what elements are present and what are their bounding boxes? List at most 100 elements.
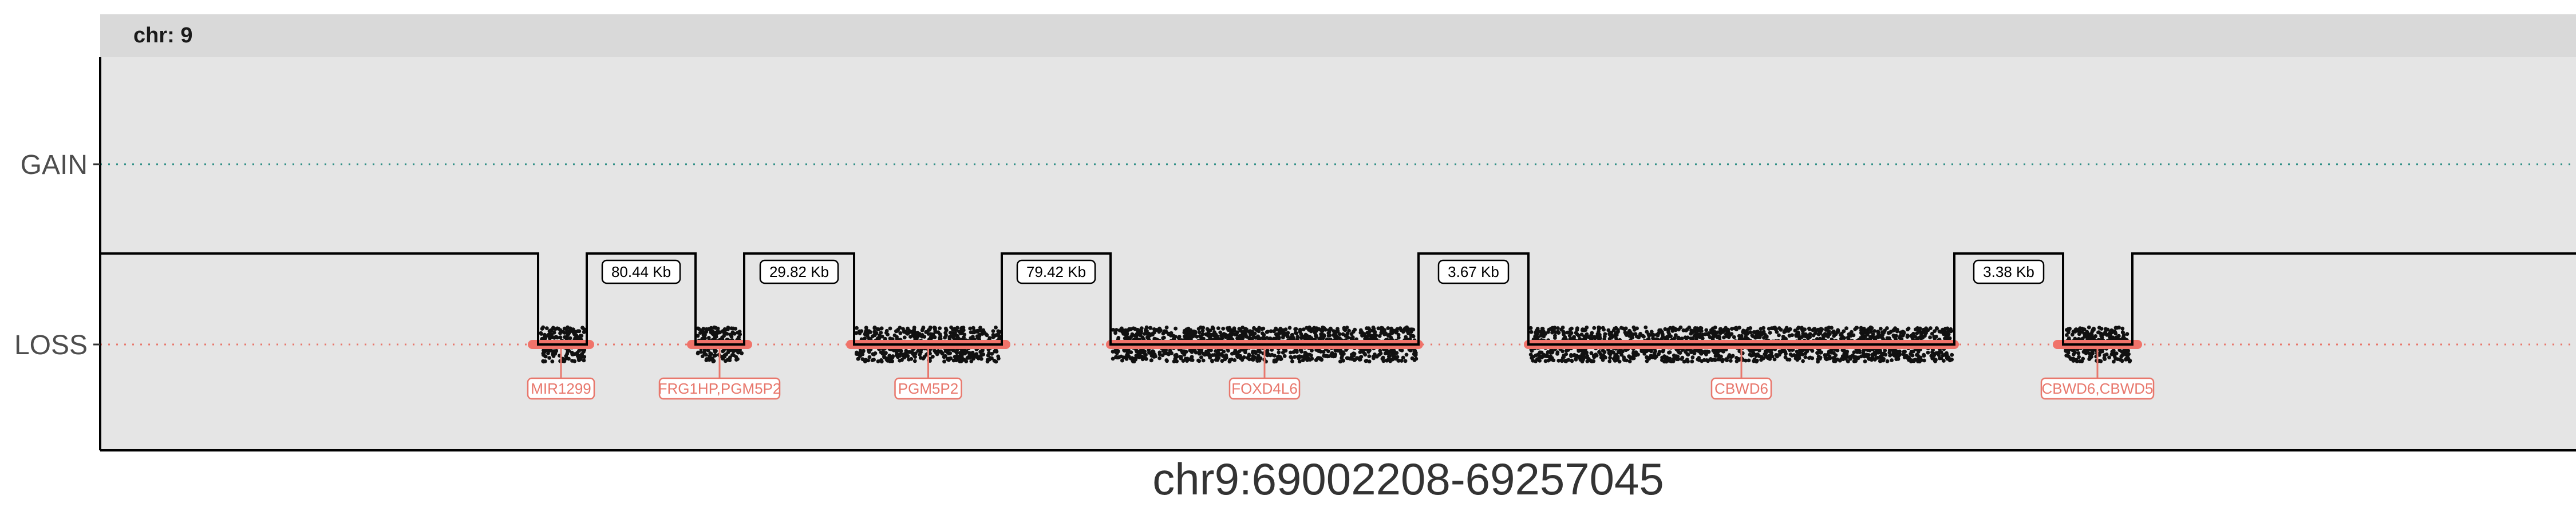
data-point: [1850, 330, 1854, 334]
data-point: [867, 350, 871, 354]
data-point: [996, 354, 1001, 359]
data-point: [1139, 349, 1144, 354]
data-point: [539, 332, 543, 336]
data-point: [1325, 354, 1330, 359]
data-point: [1297, 359, 1302, 364]
data-point: [1307, 335, 1311, 340]
data-point: [1748, 330, 1753, 334]
data-point: [1910, 336, 1915, 340]
data-point: [1580, 358, 1585, 363]
data-point: [1852, 350, 1856, 354]
data-point: [2076, 351, 2081, 355]
data-point: [721, 354, 725, 359]
data-point: [887, 354, 892, 358]
data-point: [1682, 359, 1686, 364]
data-point: [962, 332, 967, 337]
data-point: [876, 359, 880, 363]
data-point: [1868, 336, 1873, 340]
data-point: [1672, 356, 1676, 361]
data-point: [1705, 350, 1709, 355]
data-point: [1365, 326, 1369, 331]
data-point: [1190, 355, 1194, 359]
data-point: [1796, 327, 1800, 331]
data-point: [1386, 326, 1390, 330]
data-point: [1111, 328, 1115, 332]
data-point: [1930, 331, 1934, 336]
data-point: [1759, 330, 1763, 335]
data-point: [1864, 352, 1869, 357]
data-point: [1694, 331, 1698, 335]
data-point: [929, 332, 933, 336]
data-point: [1589, 351, 1594, 355]
data-point: [1299, 332, 1303, 336]
data-point: [1348, 356, 1352, 361]
data-point: [2078, 359, 2082, 363]
data-point: [1157, 356, 1161, 360]
data-point: [1124, 356, 1129, 361]
data-point: [1811, 328, 1815, 332]
data-point: [1645, 355, 1649, 359]
data-point: [1790, 354, 1794, 358]
data-point: [736, 357, 740, 361]
data-point: [1114, 328, 1119, 332]
data-point: [1807, 327, 1812, 331]
data-point: [903, 329, 908, 334]
data-point: [2085, 330, 2089, 334]
data-point: [1622, 355, 1626, 359]
data-point: [1651, 334, 1656, 338]
data-point: [1404, 335, 1408, 339]
gap-label-box: [1973, 259, 2045, 284]
data-point: [572, 359, 577, 363]
data-point: [1764, 350, 1768, 355]
data-point: [2066, 327, 2071, 331]
data-point: [1788, 327, 1792, 331]
data-point: [1631, 350, 1636, 354]
data-point: [1847, 332, 1851, 336]
data-point: [1147, 351, 1151, 355]
data-point: [857, 329, 862, 334]
data-point: [1686, 352, 1690, 357]
data-point: [1205, 350, 1210, 355]
data-point: [1880, 330, 1884, 335]
data-point: [1933, 329, 1937, 333]
data-point: [1291, 336, 1295, 340]
data-point: [1555, 350, 1560, 354]
gap-label-1: 80.44 Kb: [601, 259, 681, 284]
gene-labels: MIR1299 FRG1HP,PGM5P2 PGM5P2 FOXD4L6 CBWD6 CB…: [527, 349, 2155, 400]
data-point: [1905, 333, 1910, 338]
data-point: [1680, 336, 1684, 341]
data-point: [1729, 332, 1734, 336]
data-point: [1910, 333, 1915, 337]
data-point: [1589, 333, 1594, 338]
data-point: [1244, 327, 1249, 331]
data-point: [1840, 354, 1845, 358]
data-point: [1874, 335, 1879, 339]
data-point: [1859, 326, 1863, 330]
data-point: [1129, 327, 1133, 331]
data-point: [1322, 354, 1326, 358]
data-point: [1333, 335, 1337, 340]
data-point: [1341, 332, 1345, 336]
data-point: [1345, 356, 1349, 360]
data-point: [1732, 335, 1736, 339]
data-point: [1133, 327, 1137, 331]
data-point: [912, 334, 916, 338]
data-point: [1121, 355, 1126, 360]
data-point: [1298, 327, 1302, 332]
gene-label-3: PGM5P2: [894, 349, 962, 400]
data-point: [938, 326, 942, 330]
data-point: [1556, 326, 1560, 330]
data-point: [991, 329, 995, 333]
data-point: [1818, 330, 1823, 335]
data-point: [554, 348, 559, 353]
data-point: [1189, 358, 1194, 362]
data-point: [967, 353, 971, 358]
data-point: [898, 331, 903, 335]
data-point: [948, 351, 953, 355]
gap-label-4: 3.67 Kb: [1437, 259, 1510, 284]
data-point: [1882, 356, 1886, 361]
data-point: [1606, 328, 1611, 332]
data-point: [1715, 330, 1720, 335]
data-point: [1818, 355, 1823, 360]
